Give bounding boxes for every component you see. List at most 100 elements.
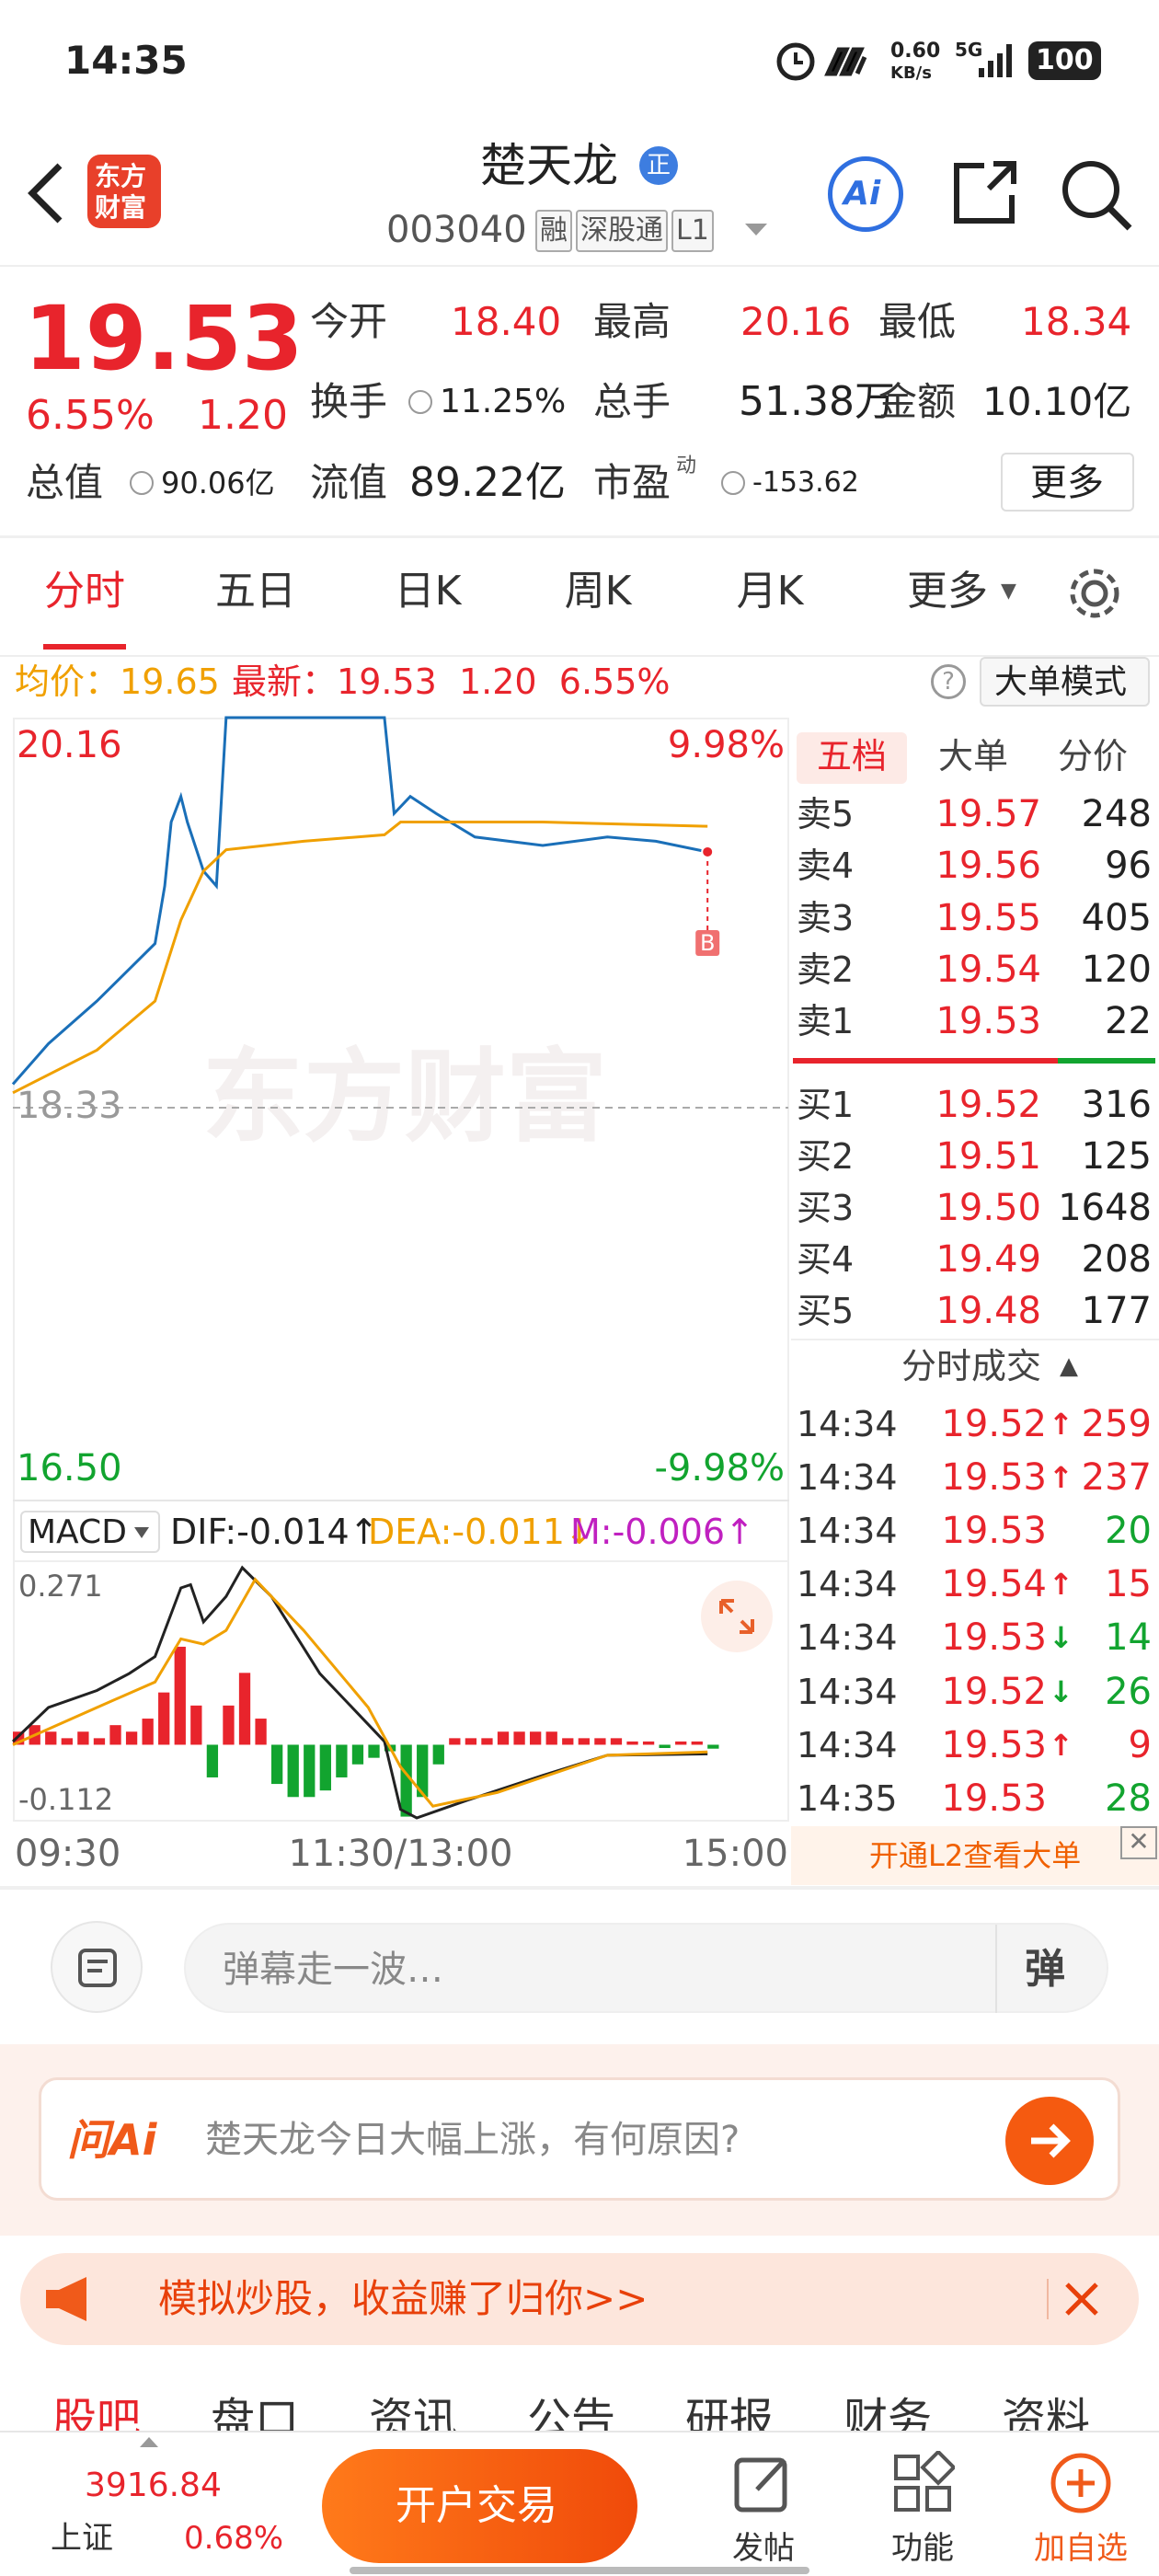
book-tab[interactable]: 分价: [1057, 736, 1129, 776]
icon: [78, 1949, 117, 1987]
bottom-nav: 3916.84 上证 0.68% 开户交易 发帖 功能 加自选: [0, 2431, 1159, 2576]
field-label: 总值: [26, 460, 104, 505]
bid-bar: [1058, 1058, 1155, 1064]
bottom-tab[interactable]: 股吧: [52, 2394, 142, 2431]
index-change: 0.68%: [184, 2520, 284, 2557]
close-button[interactable]: [1061, 2279, 1102, 2319]
back-button[interactable]: [23, 161, 69, 225]
bottom-tab[interactable]: 资讯: [368, 2394, 458, 2431]
close-button[interactable]: ✕: [1120, 1826, 1157, 1859]
trade-time: 14:34: [797, 1617, 898, 1659]
trade-time: 14:34: [797, 1457, 898, 1499]
book-price: 19.53: [935, 1000, 1041, 1043]
trade-button[interactable]: 开户交易: [322, 2449, 637, 2563]
x-tick-label: 15:00: [683, 1833, 788, 1875]
field-label: 市盈: [593, 460, 671, 505]
trade-price: 19.53: [941, 1510, 1047, 1553]
signal-bars: [979, 44, 1012, 77]
post-icon[interactable]: [731, 2451, 796, 2515]
book-price: 19.52: [935, 1084, 1041, 1126]
mode-text: 大单模式: [994, 663, 1128, 701]
mode-button[interactable]: 大单模式: [980, 657, 1150, 707]
change-pct: 6.55%: [26, 392, 155, 439]
trade-volume: 15: [1105, 1563, 1152, 1606]
trade-volume: 26: [1105, 1670, 1152, 1713]
book-price: 19.54: [935, 948, 1041, 991]
field-label: 最低: [878, 299, 957, 344]
field-label: 最高: [593, 299, 671, 344]
logo-text: 财富: [95, 192, 147, 223]
latest-label-text: 最新：: [232, 661, 338, 702]
field-value: 51.38万: [739, 378, 895, 425]
trade-time: 14:34: [797, 1511, 898, 1552]
tag: 融: [535, 210, 572, 252]
bottom-tab[interactable]: 财务: [843, 2394, 933, 2431]
nav-item[interactable]: 功能: [891, 2530, 954, 2567]
trade-direction: ↓: [1049, 1673, 1073, 1709]
badge: 正: [639, 146, 678, 185]
trade-price: 19.54: [941, 1563, 1047, 1606]
book-price: 19.57: [935, 793, 1041, 835]
trade-price: 19.53: [941, 1456, 1047, 1500]
divider: [13, 1560, 789, 1562]
signal: 5G: [955, 39, 983, 61]
danmaku-icon[interactable]: [51, 1921, 143, 2013]
book-price: 19.56: [935, 845, 1041, 888]
tab[interactable]: 五日: [215, 568, 296, 615]
book-label: 买2: [797, 1136, 855, 1177]
dropdown-icon[interactable]: [743, 221, 771, 239]
trade-price: 19.52: [941, 1403, 1047, 1445]
last-price: 19.53: [24, 287, 304, 390]
tab[interactable]: 周K: [564, 568, 632, 615]
bottom-tab[interactable]: 资料: [1001, 2394, 1091, 2431]
bottom-tabs: 股吧 盘口 资讯 公告 研报 财务 资料: [0, 2364, 1159, 2431]
danmaku-button[interactable]: 弹: [1025, 1946, 1065, 1993]
search-button[interactable]: [1058, 156, 1136, 235]
tab[interactable]: 日K: [394, 568, 462, 615]
expand-button[interactable]: [701, 1581, 773, 1652]
divider: [0, 535, 1159, 538]
ai-button[interactable]: Ai: [828, 156, 903, 232]
bottom-tab[interactable]: 盘口: [210, 2394, 300, 2431]
macd-select[interactable]: MACD: [20, 1511, 160, 1553]
l2-bar[interactable]: 开通L2查看大单 ✕: [791, 1826, 1159, 1885]
bottom-tab[interactable]: 公告: [526, 2394, 616, 2431]
bottom-tab[interactable]: 研报: [684, 2394, 775, 2431]
watchlist-icon[interactable]: [1049, 2451, 1113, 2515]
field-label: 流值: [310, 460, 388, 505]
nav-item[interactable]: 发帖: [732, 2530, 795, 2567]
book-label: 买3: [797, 1188, 855, 1228]
trade-text: 开户交易: [396, 2482, 557, 2529]
tab[interactable]: 更多: [907, 568, 988, 615]
more-button[interactable]: 更多: [1001, 453, 1134, 512]
trade-volume: 237: [1081, 1456, 1152, 1500]
field-value: 11.25%: [440, 383, 567, 420]
tab[interactable]: 分时: [44, 568, 125, 615]
promo-banner[interactable]: 模拟炒股，收益赚了归你>>: [20, 2253, 1139, 2345]
nav-item[interactable]: 加自选: [1034, 2530, 1128, 2567]
book-volume: 120: [1081, 948, 1152, 991]
book-tab[interactable]: 五档: [816, 736, 888, 776]
help-icon[interactable]: ?: [931, 664, 966, 699]
function-icon[interactable]: [890, 2451, 955, 2515]
expand-icon: [719, 1599, 754, 1634]
megaphone-icon: [46, 2277, 86, 2321]
settings-button[interactable]: [1067, 566, 1122, 621]
tab[interactable]: 月K: [736, 568, 804, 615]
share-button[interactable]: [947, 156, 1021, 230]
trade-direction: ↑: [1049, 1727, 1073, 1763]
book-price: 19.51: [935, 1135, 1041, 1178]
divider: [0, 265, 1159, 267]
ai-send[interactable]: [1005, 2097, 1094, 2185]
divider: [0, 1886, 1159, 1890]
latest-change-pct: 6.55%: [558, 661, 671, 702]
trade-price: 19.53: [941, 1723, 1047, 1766]
arrow-icon: [1031, 2123, 1071, 2158]
status-icons: [776, 42, 867, 81]
trade-direction: ↑: [1049, 1460, 1073, 1496]
promo-text: 模拟炒股，收益赚了归你>>: [158, 2276, 648, 2321]
ai-box[interactable]: 问Ai 楚天龙今日大幅上涨，有何原因?: [39, 2077, 1120, 2201]
danmaku-input[interactable]: 弹幕走一波… 弹: [184, 1923, 1108, 2013]
book-price: 19.48: [935, 1290, 1041, 1332]
book-tab[interactable]: 大单: [937, 736, 1009, 776]
